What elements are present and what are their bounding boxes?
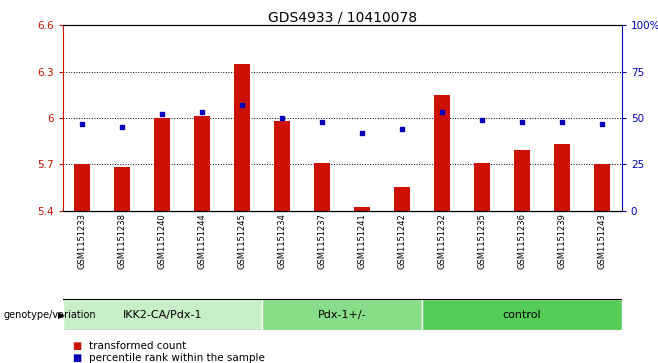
Bar	[114, 167, 130, 211]
Bar	[554, 144, 570, 211]
Bar	[74, 164, 91, 211]
Text: Pdx-1+/-: Pdx-1+/-	[318, 310, 367, 320]
Text: GSM1151243: GSM1151243	[597, 213, 606, 269]
Text: GSM1151237: GSM1151237	[318, 213, 326, 269]
Bar	[155, 118, 170, 211]
Text: GSM1151235: GSM1151235	[478, 213, 486, 269]
Bar	[234, 64, 250, 211]
Bar	[354, 208, 370, 211]
Bar	[274, 121, 290, 211]
Text: control: control	[503, 310, 542, 320]
Text: transformed count: transformed count	[89, 340, 186, 351]
Text: ■: ■	[72, 352, 82, 363]
Text: GSM1151239: GSM1151239	[557, 213, 567, 269]
Text: ■: ■	[72, 340, 82, 351]
Text: GSM1151232: GSM1151232	[438, 213, 447, 269]
Bar	[394, 187, 410, 211]
Bar	[434, 95, 450, 211]
Text: GSM1151238: GSM1151238	[118, 213, 127, 269]
Bar	[315, 163, 330, 211]
Text: IKK2-CA/Pdx-1: IKK2-CA/Pdx-1	[122, 310, 202, 320]
Title: GDS4933 / 10410078: GDS4933 / 10410078	[268, 10, 417, 24]
Text: GSM1151233: GSM1151233	[78, 213, 87, 269]
Text: GSM1151245: GSM1151245	[238, 213, 247, 269]
Bar	[594, 164, 610, 211]
Text: GSM1151240: GSM1151240	[158, 213, 167, 269]
Text: GSM1151242: GSM1151242	[397, 213, 407, 269]
Bar	[514, 150, 530, 211]
Bar	[194, 117, 211, 211]
Text: genotype/variation: genotype/variation	[3, 310, 96, 320]
Bar	[474, 163, 490, 211]
Text: ▶: ▶	[58, 310, 64, 319]
Text: GSM1151236: GSM1151236	[517, 213, 526, 269]
Bar	[63, 299, 263, 330]
Text: GSM1151244: GSM1151244	[198, 213, 207, 269]
Bar	[263, 299, 422, 330]
Text: percentile rank within the sample: percentile rank within the sample	[89, 352, 265, 363]
Text: GSM1151241: GSM1151241	[358, 213, 367, 269]
Bar	[422, 299, 622, 330]
Text: GSM1151234: GSM1151234	[278, 213, 287, 269]
